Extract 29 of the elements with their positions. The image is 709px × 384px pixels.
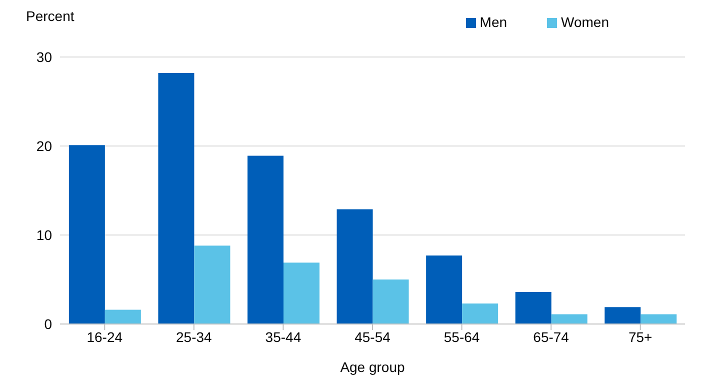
bar: [104, 310, 141, 324]
y-tick-label: 10: [36, 226, 52, 243]
bar: [426, 255, 462, 324]
bar: [462, 304, 498, 324]
bar: [158, 73, 194, 324]
bar: [336, 209, 373, 324]
y-tick-label: 0: [44, 316, 52, 332]
y-tick-label: 20: [36, 138, 52, 154]
x-tick-label: 16-24: [86, 328, 123, 345]
x-tick-label: 45-54: [354, 328, 391, 345]
bar: [515, 292, 552, 324]
bar: [551, 314, 588, 324]
x-tick-label: 75+: [628, 328, 652, 345]
bar: [68, 145, 105, 324]
y-tick-label: 30: [36, 48, 52, 65]
bar: [604, 307, 641, 324]
x-tick-label: 55-64: [444, 328, 480, 345]
bar: [640, 314, 677, 324]
x-axis-title: Age group: [340, 359, 406, 375]
x-tick-label: 35-44: [265, 328, 302, 345]
legend-label: Men: [480, 14, 508, 30]
x-tick-label: 65-74: [533, 328, 570, 345]
bar: [194, 246, 230, 324]
bar: [284, 262, 320, 324]
y-axis-title: Percent: [26, 8, 74, 24]
x-tick-label: 25-34: [176, 328, 212, 345]
bar: [372, 280, 409, 324]
legend-label: Women: [561, 14, 609, 30]
bar: [248, 156, 284, 324]
